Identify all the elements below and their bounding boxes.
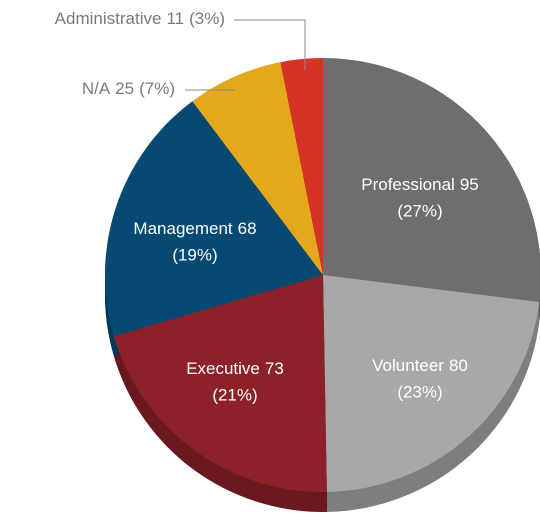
slice-value: 25 [115,79,134,98]
percent-label: (27%) [397,201,442,220]
slice [113,275,327,492]
slice-label: N/A 25 (7%) [82,79,175,98]
leader-line [234,19,306,70]
percent-label: (3%) [189,9,225,28]
percent-label: (7%) [139,79,175,98]
slice-label: Professional 95 [361,175,478,194]
slice-label: Administrative 11 (3%) [55,9,225,28]
percent-label: (21%) [212,385,257,404]
slice-value: 80 [449,356,468,375]
category-name: Management [133,219,233,238]
category-name: Volunteer [372,356,444,375]
category-name: Administrative [55,9,162,28]
slice [280,58,323,275]
slice-value: 73 [265,359,284,378]
slice-label: Executive 73 [186,359,284,378]
category-name: N/A [82,79,111,98]
slice-value: 11 [166,9,184,28]
category-name: Executive [186,359,260,378]
percent-label: (23%) [397,382,442,401]
slice-label: Management 68 [133,219,256,238]
slice-value: 68 [238,219,257,238]
category-name: Professional [361,175,455,194]
slice-value: 95 [460,175,479,194]
percent-label: (19%) [172,245,217,264]
slice-label: Volunteer 80 [372,356,468,375]
slice [323,275,540,492]
slice [105,101,323,337]
slice [192,62,323,276]
slice [323,58,540,303]
